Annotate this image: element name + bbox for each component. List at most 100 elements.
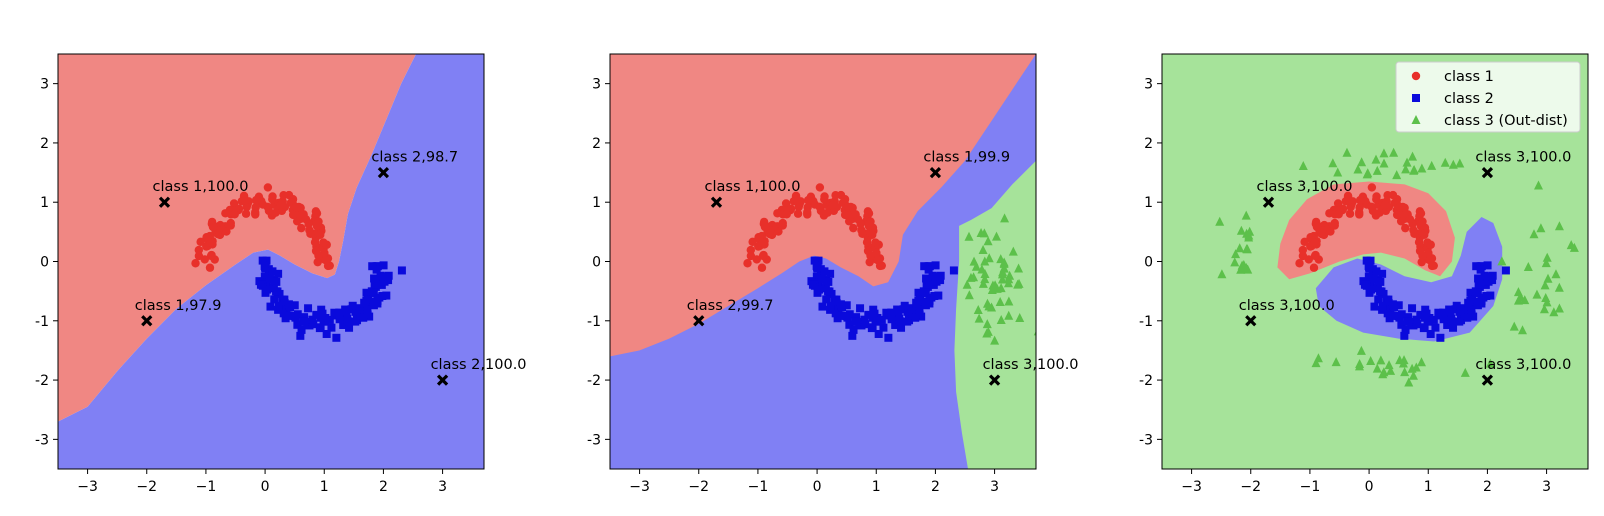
class-2-point bbox=[1426, 329, 1435, 338]
decision-region-2 bbox=[58, 54, 484, 469]
class-1-point bbox=[1414, 238, 1424, 247]
class-3-point bbox=[1400, 367, 1410, 377]
annotation-label: class 3,100.0 bbox=[1475, 357, 1571, 373]
class-2-point bbox=[332, 333, 341, 342]
class-2-point bbox=[900, 301, 909, 310]
annotation-label: class 3,100.0 bbox=[983, 357, 1079, 373]
x-tick-label: −3 bbox=[629, 479, 650, 495]
class-3-point bbox=[1532, 289, 1542, 299]
class-2-point bbox=[903, 317, 912, 326]
y-tick-label: -3 bbox=[587, 432, 601, 448]
class-3-point bbox=[987, 284, 997, 294]
class-2-point bbox=[1434, 308, 1443, 317]
class-2-point bbox=[920, 262, 929, 271]
y-tick-label: 0 bbox=[592, 255, 601, 271]
legend-label: class 1 bbox=[1444, 69, 1494, 85]
class-2-point bbox=[265, 274, 274, 283]
annotation-label: class 3,100.0 bbox=[1475, 150, 1571, 166]
class-3-point bbox=[1357, 157, 1367, 167]
class-1-point bbox=[1355, 196, 1365, 205]
decision-region-3 bbox=[954, 160, 1036, 469]
class-3-point bbox=[1408, 370, 1418, 380]
class-2-point bbox=[808, 280, 817, 289]
class-2-point bbox=[864, 310, 873, 319]
class-1-point bbox=[864, 209, 874, 218]
class-2-point bbox=[327, 323, 336, 332]
annotation-label: class 1,100.0 bbox=[153, 179, 249, 195]
class-1-point bbox=[268, 192, 277, 201]
class-2-point bbox=[860, 315, 869, 324]
class-2-point bbox=[1482, 277, 1491, 286]
class-1-point bbox=[221, 209, 230, 218]
class-2-point bbox=[273, 287, 282, 296]
class-3-point bbox=[1440, 157, 1450, 167]
class-1-point bbox=[251, 208, 260, 217]
class-3-point bbox=[1328, 158, 1338, 168]
class-1-point bbox=[305, 226, 314, 235]
class-3-point bbox=[996, 254, 1006, 264]
class-2-point bbox=[304, 304, 313, 313]
class-3-point bbox=[1542, 297, 1552, 307]
class-1-point bbox=[1392, 210, 1402, 220]
class-2-point bbox=[852, 317, 861, 326]
class-2-point bbox=[1446, 307, 1455, 316]
class-2-point bbox=[1429, 315, 1438, 324]
class-3-point bbox=[1554, 282, 1564, 292]
class-3-point bbox=[1523, 261, 1533, 271]
class-2-point bbox=[279, 309, 288, 318]
class-2-point bbox=[258, 256, 267, 265]
y-tick-label: -2 bbox=[587, 373, 601, 389]
decision-region-2 bbox=[1277, 181, 1455, 280]
class-2-point bbox=[351, 317, 360, 326]
class-2-point bbox=[931, 261, 940, 270]
class-3-point bbox=[1509, 321, 1519, 331]
subplot-3: class 3,100.0 class 3,100.0 class 3,100.0 c… bbox=[1139, 53, 1589, 495]
class-1-point bbox=[321, 256, 331, 265]
class-1-point bbox=[782, 210, 791, 219]
class-2-point bbox=[342, 307, 351, 316]
class-3-point bbox=[1372, 165, 1382, 175]
class-1-point bbox=[1416, 209, 1426, 218]
class-2-point bbox=[1370, 302, 1379, 311]
class-1-point bbox=[1310, 251, 1320, 261]
class-3-point bbox=[980, 268, 990, 278]
class-1-point bbox=[865, 257, 874, 267]
class-3-point bbox=[1298, 161, 1308, 171]
class-1-point bbox=[230, 210, 239, 219]
class-3-point bbox=[1460, 367, 1470, 377]
class-2-point bbox=[884, 333, 893, 342]
y-tick-label: -3 bbox=[35, 432, 49, 448]
legend-marker-square bbox=[1412, 94, 1420, 102]
class-3-point bbox=[971, 261, 981, 271]
class-1-point bbox=[194, 245, 204, 255]
class-2-point bbox=[1467, 302, 1476, 311]
class-1-point bbox=[849, 223, 858, 233]
class-3-point bbox=[1402, 157, 1412, 167]
class-3-point bbox=[1363, 168, 1373, 178]
legend-marker-triangle bbox=[1411, 115, 1421, 124]
class-2-point bbox=[1373, 283, 1382, 292]
class-2-point bbox=[949, 266, 958, 275]
class-1-point bbox=[1372, 192, 1381, 201]
y-tick-label: 1 bbox=[1144, 195, 1153, 211]
y-tick-label: -2 bbox=[1139, 373, 1153, 389]
class-2-point bbox=[1473, 289, 1482, 298]
class-3-point bbox=[1241, 210, 1251, 220]
class-2-point bbox=[1397, 310, 1406, 319]
class-1-point bbox=[862, 238, 872, 247]
y-tick-label: -1 bbox=[35, 314, 49, 330]
class-1-point bbox=[1418, 217, 1427, 226]
class-2-point bbox=[821, 283, 830, 292]
class-2-point bbox=[931, 272, 940, 281]
class-3-point bbox=[1401, 164, 1411, 174]
class-3-point bbox=[1331, 357, 1341, 367]
class-3-point bbox=[1241, 262, 1251, 272]
class-2-point bbox=[845, 310, 854, 319]
plot-area bbox=[610, 54, 1036, 469]
decision-region-1 bbox=[58, 54, 416, 422]
class-2-point bbox=[285, 302, 294, 311]
y-tick-label: 2 bbox=[592, 136, 601, 152]
class-1-point bbox=[200, 255, 209, 264]
class-1-point bbox=[1395, 202, 1405, 212]
class-3-point bbox=[1356, 345, 1366, 355]
